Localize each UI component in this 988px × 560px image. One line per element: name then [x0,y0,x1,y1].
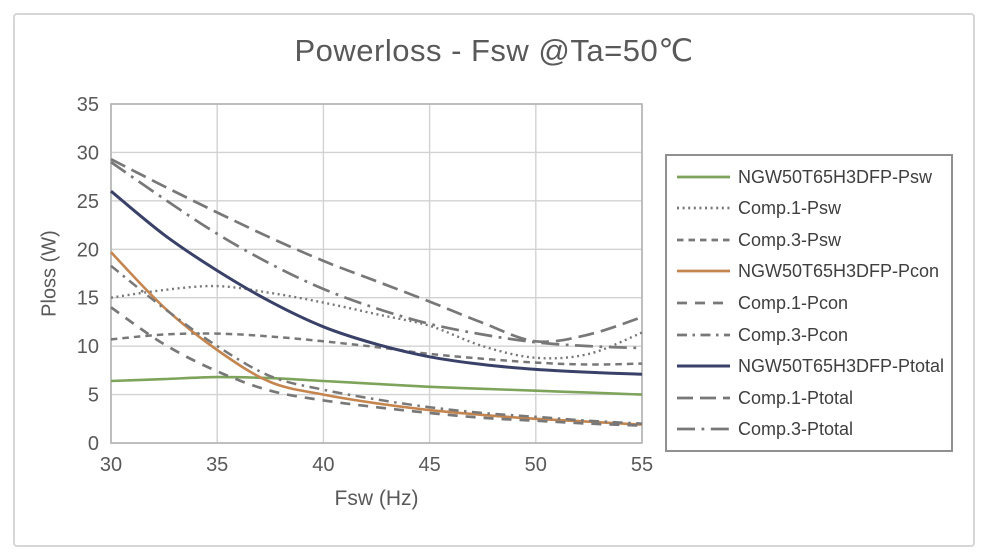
legend-label: Comp.1-Pcon [738,292,849,313]
y-tick-label: 35 [77,94,99,116]
legend-item: Comp.1-Ptotal [676,389,945,407]
x-tick-label: 55 [631,454,653,476]
legend-item: Comp.1-Psw [676,199,945,217]
legend-item: Comp.3-Pcon [676,326,945,344]
series-line-Comp.3-Psw [110,332,643,366]
series-line-Comp.1-Pcon [110,306,643,427]
x-tick-label: 40 [312,454,334,476]
legend-line-sample [677,364,730,368]
x-tick-label: 35 [206,454,228,476]
series-line-NGW50T65H3DFP-Psw [110,375,643,396]
legend-line-sample [677,333,730,336]
legend-box: NGW50T65H3DFP-Psw Comp.1-Psw Comp.3-Psw NGW… [665,154,953,452]
legend-label: Comp.3-Pcon [738,324,849,345]
series-line-Comp.1-Psw [110,284,643,360]
series-line-Comp.3-Pcon [110,264,643,425]
legend-item: Comp.3-Ptotal [676,420,945,438]
series-line-Comp.1-Ptotal [110,157,643,344]
legend-label: Comp.1-Ptotal [738,387,854,408]
x-tick-label: 45 [418,454,440,476]
series-line-NGW50T65H3DFP-Ptotal [110,190,643,376]
y-tick-label: 5 [88,385,99,407]
legend-line-sample [677,396,730,399]
plot-frame [110,103,643,444]
y-axis-label: Ploss (W) [38,230,61,317]
legend-item: NGW50T65H3DFP-Psw [676,168,945,186]
legend-label: Comp.3-Psw [738,229,842,250]
y-tick-label: 20 [77,239,99,261]
legend-line-sample [677,270,730,273]
legend-item: Comp.3-Psw [676,231,945,249]
x-tick-label: 30 [100,454,122,476]
y-tick-label: 0 [88,433,99,455]
series-line-NGW50T65H3DFP-Pcon [110,251,643,426]
legend-line-sample [677,175,730,179]
y-tick-label: 10 [77,336,99,358]
legend-item: NGW50T65H3DFP-Ptotal [676,357,945,375]
legend-label: Comp.3-Ptotal [738,419,854,440]
legend-label: NGW50T65H3DFP-Pcon [738,261,940,282]
legend-label: Comp.1-Psw [738,198,842,219]
legend-line-sample [677,238,730,242]
legend-line-sample [677,206,730,210]
y-tick-label: 30 [77,142,99,164]
legend-line-sample [677,301,730,305]
legend-item: Comp.1-Pcon [676,294,945,312]
x-axis-label: Fsw (Hz) [334,487,419,510]
series-line-Comp.3-Ptotal [110,160,643,350]
legend-label: NGW50T65H3DFP-Psw [738,166,933,187]
legend-item: NGW50T65H3DFP-Pcon [676,262,945,280]
y-tick-label: 15 [77,288,99,310]
legend-line-sample [677,427,730,431]
y-tick-label: 25 [77,191,99,213]
x-tick-label: 50 [525,454,547,476]
legend-label: NGW50T65H3DFP-Ptotal [738,356,945,377]
chart-title: Powerloss - Fsw @Ta=50℃ [294,33,694,68]
